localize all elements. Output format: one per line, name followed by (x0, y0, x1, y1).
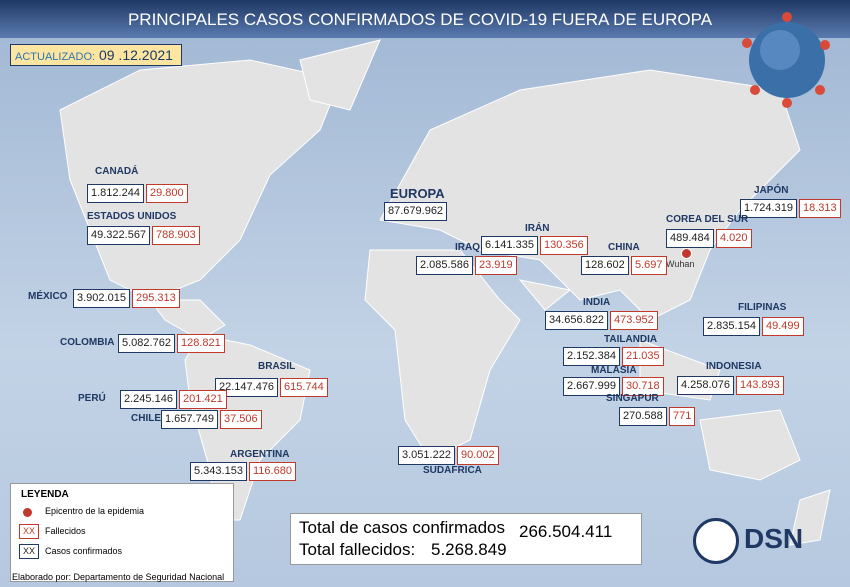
updated-date: 09 .12.2021 (98, 47, 173, 63)
deaths-box: 49.499 (762, 317, 804, 336)
legend-confirmed-sample: XX (19, 544, 40, 559)
confirmed-box: 2.152.384 (563, 347, 620, 366)
confirmed-box: 3.902.015 (73, 289, 130, 308)
deaths-box: 37.506 (220, 410, 262, 429)
deaths-box: 23.919 (475, 256, 517, 275)
confirmed-box: 2.085.586 (416, 256, 473, 275)
legend-title: LEYENDA (21, 489, 69, 500)
total-deaths-label: Total fallecidos: (299, 540, 416, 559)
country-name: CANADÁ (95, 166, 139, 177)
country-name: BRASIL (258, 361, 296, 372)
country-name: COREA DEL SUR (666, 214, 749, 225)
updated-box: ACTUALIZADO: 09 .12.2021 (10, 44, 182, 66)
total-confirmed-label: Total de casos confirmados (299, 518, 505, 537)
total-deaths: 5.268.849 (431, 540, 507, 559)
legend-epicenter: Epicentro de la epidemia (45, 506, 145, 516)
epicenter-label: Wuhan (666, 259, 695, 269)
deaths-box: 30.718 (622, 377, 664, 396)
confirmed-box: 2.667.999 (563, 377, 620, 396)
logo: DSN (744, 523, 804, 554)
country-name: SINGAPUR (606, 393, 659, 404)
deaths-box: 90.002 (457, 446, 499, 465)
legend: LEYENDA Epicentro de la epidemia XX Fall… (10, 483, 234, 582)
country-name: ARGENTINA (230, 449, 290, 460)
country-name: MÉXICO (28, 291, 68, 302)
deaths-box: 18.313 (799, 199, 841, 218)
confirmed-box: 49.322.567 (87, 226, 151, 245)
country-name: INDIA (583, 297, 611, 308)
country-name: FILIPINAS (738, 302, 787, 313)
totals: Total de casos confirmados 266.504.411 T… (290, 513, 642, 565)
title-bar (0, 0, 850, 38)
deaths-box: 771 (669, 407, 696, 426)
deaths-box: 473.952 (610, 311, 658, 330)
confirmed-box: 2.835.154 (703, 317, 760, 336)
deaths-box: 21.035 (622, 347, 664, 366)
deaths-box: 201.421 (179, 390, 227, 409)
total-confirmed: 266.504.411 (519, 522, 613, 541)
deaths-box: 130.356 (540, 236, 588, 255)
legend-dot (23, 508, 32, 517)
confirmed-box: 3.051.222 (398, 446, 455, 465)
confirmed-box: 1.724.319 (740, 199, 797, 218)
title: PRINCIPALES CASOS CONFIRMADOS DE COVID-1… (127, 10, 713, 29)
logo-emblem (693, 518, 739, 564)
footer: Elaborado por: Departamento de Seguridad… (12, 572, 225, 582)
country-name: IRÁN (525, 223, 550, 234)
country-name: TAILANDIA (604, 334, 658, 345)
confirmed-box: 5.343.153 (190, 462, 247, 481)
confirmed-box: 2.245.146 (120, 390, 177, 409)
confirmed-box: 4.258.076 (677, 376, 734, 395)
confirmed-box: 1.657.749 (161, 410, 218, 429)
country-name: SUDÁFRICA (423, 465, 482, 476)
deaths-box: 128.821 (177, 334, 225, 353)
confirmed-box: 128.602 (581, 256, 629, 275)
country-name: EUROPA (390, 186, 445, 201)
country-name: IRAQ (455, 242, 480, 253)
country-name: JAPÓN (754, 185, 789, 196)
confirmed-box: 489.484 (666, 229, 714, 248)
confirmed-box: 87.679.962 (384, 202, 448, 221)
country-name: ESTADOS UNIDOS (87, 211, 177, 222)
updated-label: ACTUALIZADO: (15, 51, 96, 63)
deaths-box: 4.020 (716, 229, 752, 248)
deaths-box: 5.697 (631, 256, 667, 275)
country-name: CHILE (131, 413, 161, 424)
confirmed-box: 270.588 (619, 407, 667, 426)
deaths-box: 295.313 (132, 289, 180, 308)
confirmed-box: 34.656.822 (545, 311, 609, 330)
country-name: MALASIA (591, 365, 637, 376)
deaths-box: 116.680 (249, 462, 296, 481)
country-name: CHINA (608, 242, 640, 253)
country-name: PERÚ (78, 393, 106, 404)
epicenter-dot (681, 248, 692, 259)
deaths-box: 615.744 (280, 378, 328, 397)
deaths-box: 788.903 (152, 226, 200, 245)
country-name: INDONESIA (706, 361, 762, 372)
legend-deaths: Fallecidos (45, 526, 86, 536)
deaths-box: 143.893 (736, 376, 784, 395)
confirmed-box: 1.812.244 (87, 184, 144, 203)
confirmed-box: 22.147.476 (215, 378, 279, 397)
confirmed-box: 5.082.762 (118, 334, 175, 353)
legend-deaths-sample: XX (19, 524, 40, 539)
deaths-box: 29.800 (146, 184, 188, 203)
legend-confirmed: Casos confirmados (45, 546, 123, 556)
virus-image (742, 12, 830, 108)
confirmed-box: 6.141.335 (481, 236, 538, 255)
country-name: COLOMBIA (60, 337, 115, 348)
